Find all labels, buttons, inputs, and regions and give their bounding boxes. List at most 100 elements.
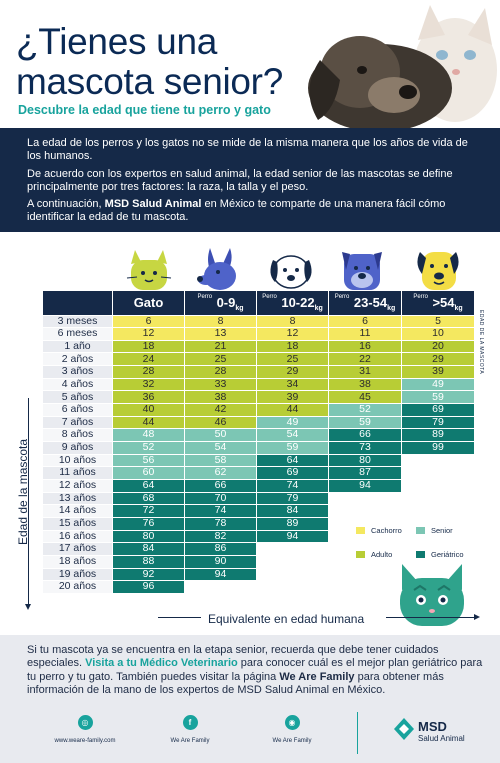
website-link-text[interactable]: www.weare-family.com [54, 738, 116, 744]
table-cell: 28 [184, 365, 257, 379]
x-axis-arrow-left [158, 617, 201, 618]
table-row: 3 años 28 28 29 31 39 [42, 365, 475, 379]
table-header-col-1: Perro 0-9kg [184, 291, 257, 315]
footer-link-instagram[interactable]: ◉ We Are Family [252, 715, 332, 755]
table-cell: 74 [184, 504, 257, 518]
header-unit: kg [454, 304, 463, 312]
instagram-link-text[interactable]: We Are Family [272, 738, 312, 744]
table-cell: 78 [184, 517, 257, 531]
table-row: 8 años 48 50 54 66 89 [42, 428, 475, 443]
table-cell: 59 [401, 390, 475, 405]
legend-item-senior: Senior [416, 526, 476, 535]
row-age-label: 11 años [42, 466, 113, 481]
facebook-icon: f [182, 715, 198, 730]
table-row: 12 años 64 66 74 94 [42, 479, 475, 493]
header-main: >54 [432, 294, 455, 310]
table-cell: 88 [112, 554, 185, 569]
header-prefix: Perro [262, 293, 277, 300]
table-cell [328, 504, 402, 518]
table-cell: 69 [256, 466, 329, 481]
table-cell [256, 567, 329, 582]
legend-swatch-geriatrico [416, 550, 425, 558]
table-row: 5 años 36 38 39 45 59 [42, 390, 475, 405]
table-cell [401, 453, 475, 468]
table-cell: 64 [256, 453, 329, 468]
table-cell [328, 491, 402, 506]
table-cell: 52 [328, 403, 402, 417]
row-age-label: 13 años [42, 491, 113, 506]
footer-link-website[interactable]: ◎ www.weare-family.com [40, 715, 130, 755]
table-cell: 59 [328, 415, 402, 430]
table-cell: 29 [256, 365, 329, 379]
table-cell: 5 [401, 314, 475, 329]
table-cell: 84 [112, 542, 185, 556]
table-cell: 29 [401, 352, 475, 367]
facebook-link-text[interactable]: We Are Family [170, 738, 210, 744]
row-age-label: 9 años [42, 441, 113, 455]
table-cell: 34 [256, 377, 329, 392]
table-cell: 18 [256, 339, 329, 354]
legend-item-geriatrico: Geriátrico [416, 550, 476, 559]
table-header-col-3: Perro 23-54kg [328, 291, 402, 315]
table-cell: 28 [112, 365, 185, 379]
table-cell: 66 [328, 428, 402, 443]
table-header-col-0: Gato [112, 291, 185, 315]
small-dog-illustration-icon [197, 248, 236, 290]
legend-swatch-adulto [356, 550, 365, 558]
table-row: 16 años 80 82 94 [42, 529, 475, 544]
brand-name: MSD [418, 719, 447, 734]
table-cell: 76 [112, 517, 185, 531]
table-row: 1 año 18 21 18 16 20 [42, 339, 475, 354]
table-cell: 12 [256, 327, 329, 341]
table-cell: 54 [184, 441, 257, 455]
table-cell [401, 491, 475, 506]
table-header-col-4: Perro >54kg [401, 291, 475, 315]
table-cell: 24 [112, 352, 185, 367]
table-cell [256, 554, 329, 569]
table-cell: 25 [184, 352, 257, 367]
table-cell: 86 [184, 542, 257, 556]
table-cell [401, 466, 475, 481]
table-cell: 39 [401, 365, 475, 379]
title-line-1: ¿Tienes una [16, 21, 217, 62]
row-age-label: 1 año [42, 339, 113, 354]
footer-divider [357, 712, 358, 754]
header-main: 10-22 [281, 294, 315, 310]
table-cell: 38 [328, 377, 402, 392]
intro-panel: La edad de los perros y los gatos no se … [0, 128, 500, 232]
table-cell: 80 [112, 529, 185, 544]
header-unit: kg [314, 304, 323, 312]
table-cell: 60 [112, 466, 185, 481]
table-cell: 8 [256, 314, 329, 329]
intro-paragraph-1: La edad de los perros y los gatos no se … [27, 137, 468, 163]
table-cell: 44 [112, 415, 185, 430]
table-cell: 42 [184, 403, 257, 417]
table-row: 7 años 44 46 49 59 79 [42, 415, 475, 430]
table-cell: 90 [184, 554, 257, 569]
medium-dog-illustration-icon [270, 255, 312, 289]
header-prefix: Perro [334, 293, 350, 300]
row-age-label: 12 años [42, 479, 113, 493]
table-cell: 87 [328, 466, 402, 481]
table-cell: 80 [328, 453, 402, 468]
table-cell: 82 [184, 529, 257, 544]
table-row: 9 años 52 54 59 73 99 [42, 441, 475, 455]
footer-link-facebook[interactable]: f We Are Family [150, 715, 230, 755]
side-label: EDAD DE LA MASCOTA [478, 310, 484, 375]
msd-logo-icon [394, 718, 414, 740]
y-axis-label: Edad de la mascota [16, 438, 30, 545]
table-cell: 70 [184, 491, 257, 506]
table-cell: 54 [256, 428, 329, 443]
row-age-label: 10 años [42, 453, 113, 468]
table-cell: 52 [112, 441, 185, 455]
table-cell [328, 542, 402, 556]
table-cell: 6 [112, 314, 185, 329]
table-header-corner [42, 291, 113, 315]
table-row: 10 años 56 58 64 80 [42, 453, 475, 468]
table-cell: 50 [184, 428, 257, 443]
table-row: 6 meses 12 13 12 11 10 [42, 327, 475, 341]
footer-text: Si tu mascota ya se encuentra en la etap… [27, 644, 483, 697]
table-row: 17 años 84 86 [42, 542, 475, 556]
table-cell: 89 [401, 428, 475, 443]
table-cell: 56 [112, 453, 185, 468]
